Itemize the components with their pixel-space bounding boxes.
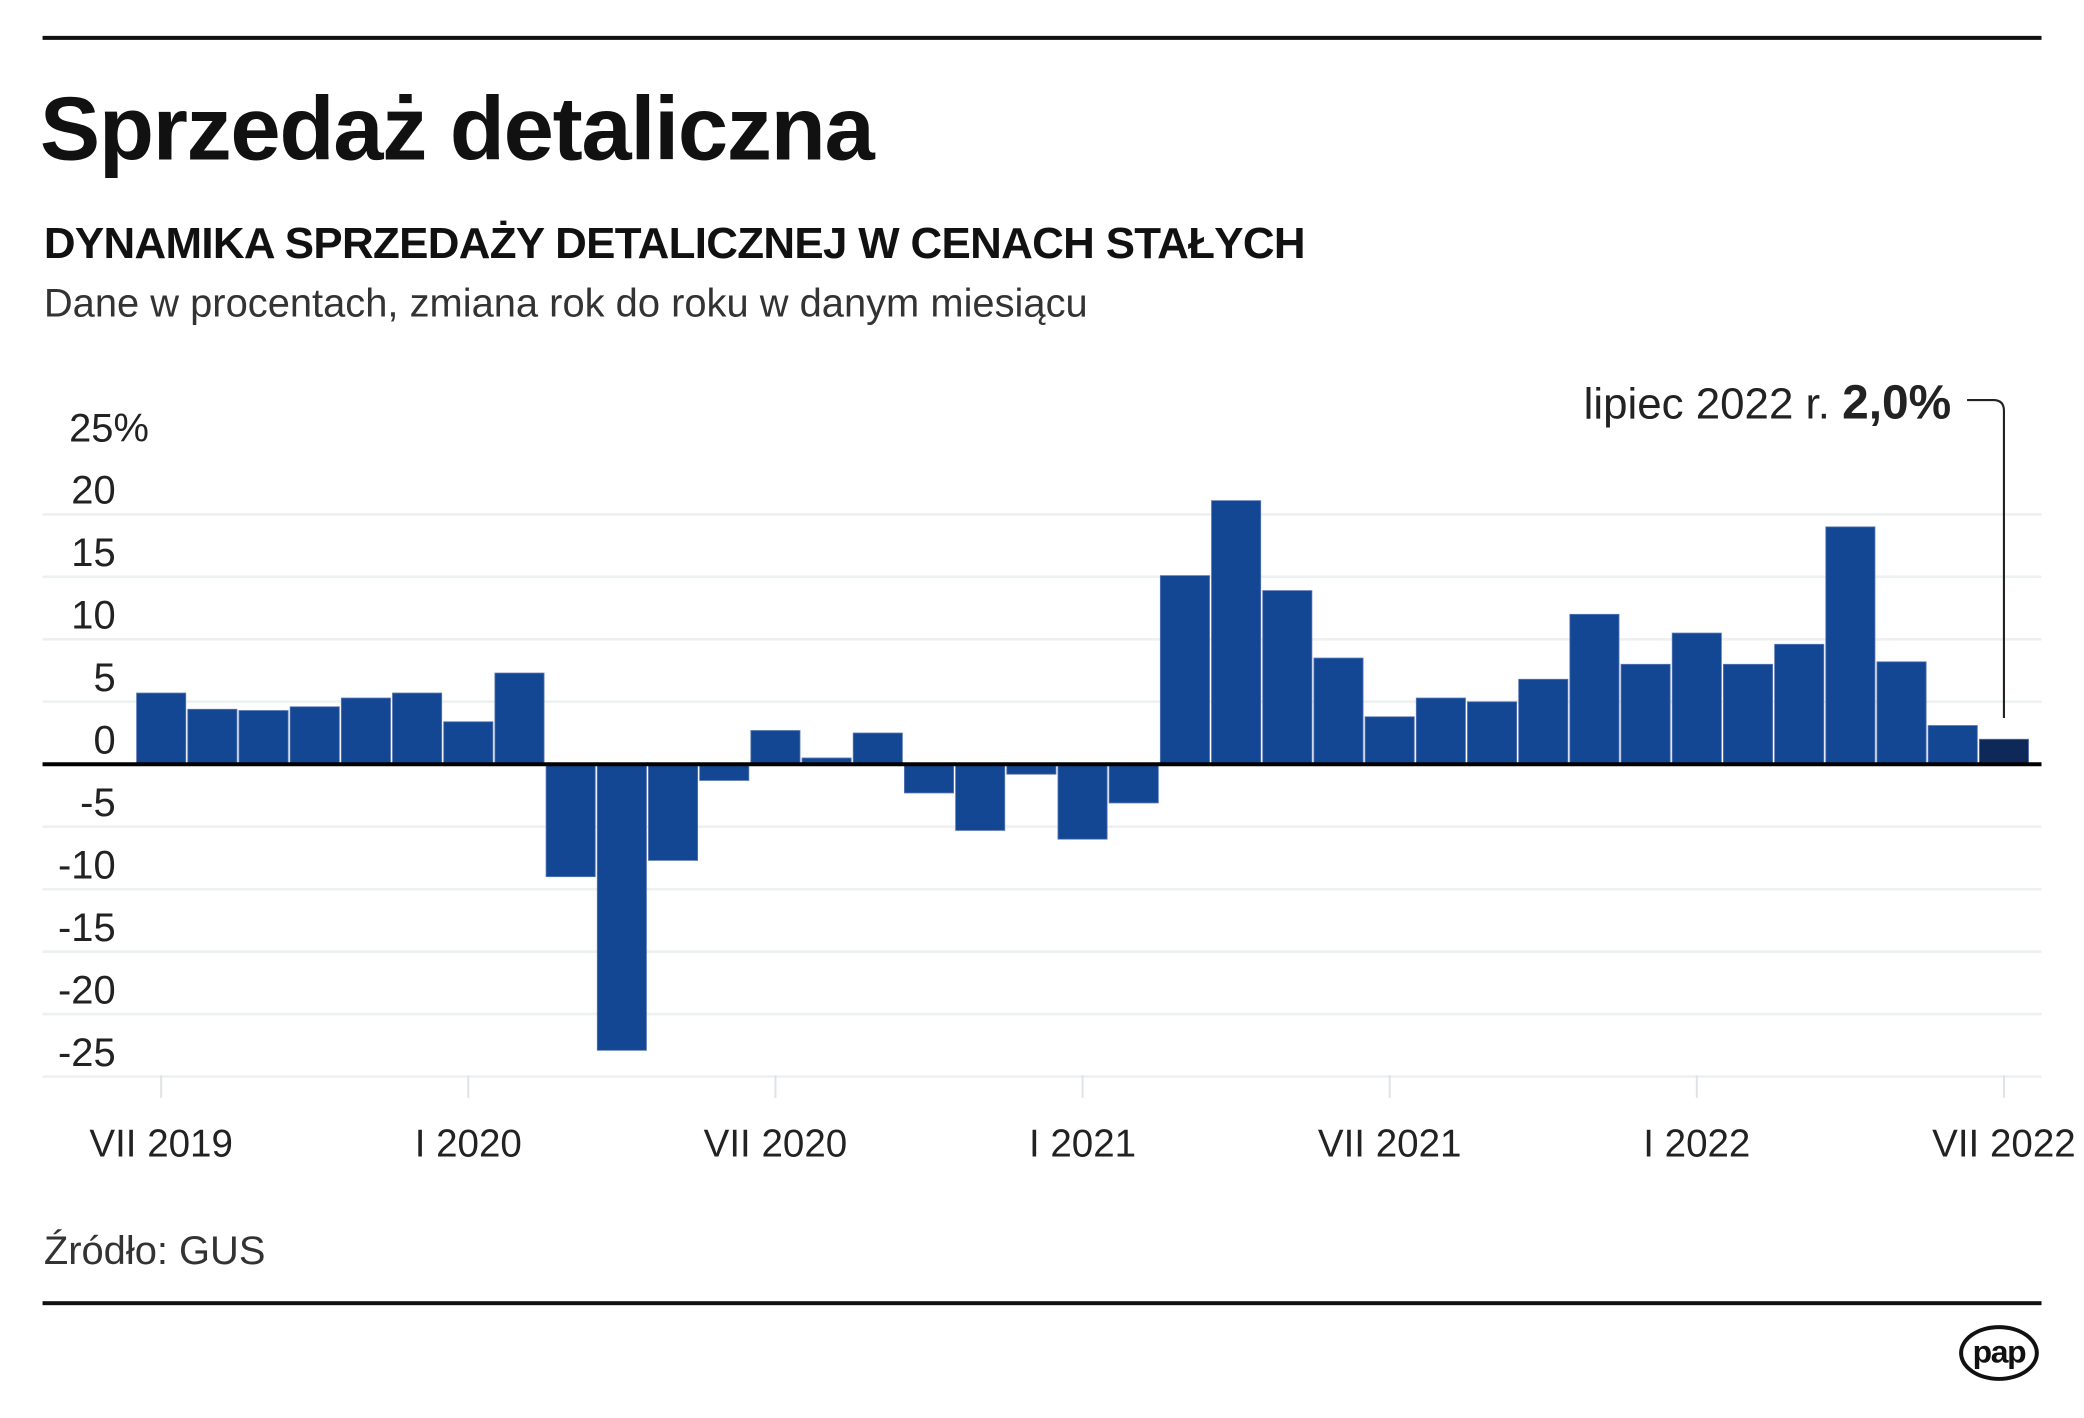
bar (955, 763, 1006, 831)
bar (1159, 575, 1210, 765)
page-title: Sprzedaż detaliczna (39, 78, 875, 180)
bar (1057, 763, 1108, 840)
bar (1620, 663, 1671, 765)
bar (1211, 500, 1262, 765)
chart-subtitle: DYNAMIKA SPRZEDAŻY DETALICZNEJ W CENACH … (43, 217, 1306, 268)
y-axis-labels: 25% 20 15 10 5 0 -5 -10 -15 -20 -25 (58, 406, 149, 1075)
annotation-date: lipiec 2022 r. (1584, 380, 1842, 429)
bar (238, 710, 289, 765)
bar (1313, 657, 1364, 765)
bar (340, 697, 391, 765)
bar (648, 763, 699, 861)
x-tick-label: I 2020 (415, 1122, 522, 1165)
x-tick-label: I 2021 (1029, 1122, 1136, 1165)
bar (1825, 526, 1876, 765)
y-tick-label: 15 (71, 531, 115, 575)
top-rule (42, 35, 2042, 40)
x-tick-label: VII 2021 (1318, 1122, 1462, 1165)
annotation: lipiec 2022 r. 2,0% (1584, 377, 2006, 718)
bar (289, 706, 340, 765)
bottom-rule (42, 1301, 2042, 1306)
annotation-label: lipiec 2022 r. 2,0% (1584, 377, 1951, 430)
annotation-leader-line (1967, 398, 2006, 718)
bar (1467, 701, 1518, 765)
pap-logo: pap (1959, 1325, 2039, 1381)
x-tick-label: VII 2020 (704, 1122, 848, 1165)
bar (1671, 632, 1722, 765)
bar (1876, 661, 1927, 765)
x-tick-label: VII 2019 (89, 1122, 233, 1165)
y-tick-label: -10 (58, 844, 116, 888)
bar (1774, 643, 1825, 765)
y-tick-label: 10 (71, 594, 115, 638)
y-tick-label: 5 (93, 656, 115, 700)
bar (852, 732, 903, 765)
bar (903, 763, 954, 794)
bar (494, 672, 545, 765)
bar (1108, 763, 1159, 804)
bar (699, 763, 750, 781)
bar (1569, 613, 1620, 765)
y-tick-label: -5 (80, 781, 115, 825)
y-tick-label: 25% (69, 406, 149, 450)
y-tick-label: 20 (71, 469, 115, 513)
bar (545, 763, 596, 878)
bar (136, 692, 187, 765)
source-note: Źródło: GUS (43, 1229, 266, 1274)
bar (750, 730, 801, 765)
chart-description: Dane w procentach, zmiana rok do roku w … (43, 281, 1088, 326)
bar (1262, 590, 1313, 765)
y-tick-label: -15 (58, 906, 116, 950)
bar (1723, 663, 1773, 765)
x-axis-ticks: VII 2019 I 2020 VII 2020 I 2021 VII 2021 I 20… (89, 1075, 2076, 1165)
gridlines (42, 513, 2042, 1078)
bar (443, 721, 494, 765)
y-tick-label: -20 (58, 968, 116, 1012)
x-tick-label: VII 2022 (1932, 1122, 2076, 1165)
bar (596, 763, 647, 1051)
bar (187, 708, 238, 765)
bar (1978, 738, 2029, 765)
bar (1518, 678, 1569, 765)
y-tick-label: -25 (58, 1031, 116, 1075)
annotation-value: 2,0% (1842, 377, 1951, 430)
bar (1364, 716, 1415, 765)
x-tick-label: I 2022 (1643, 1122, 1750, 1165)
bar (1927, 725, 1978, 765)
y-tick-label: 0 (93, 719, 115, 763)
bar (392, 692, 443, 765)
bars (136, 500, 2029, 1051)
bar (1415, 697, 1466, 765)
bar-chart: 25% 20 15 10 5 0 -5 -10 -15 -20 -25 VII 2019 I 2020… (42, 377, 2076, 1165)
